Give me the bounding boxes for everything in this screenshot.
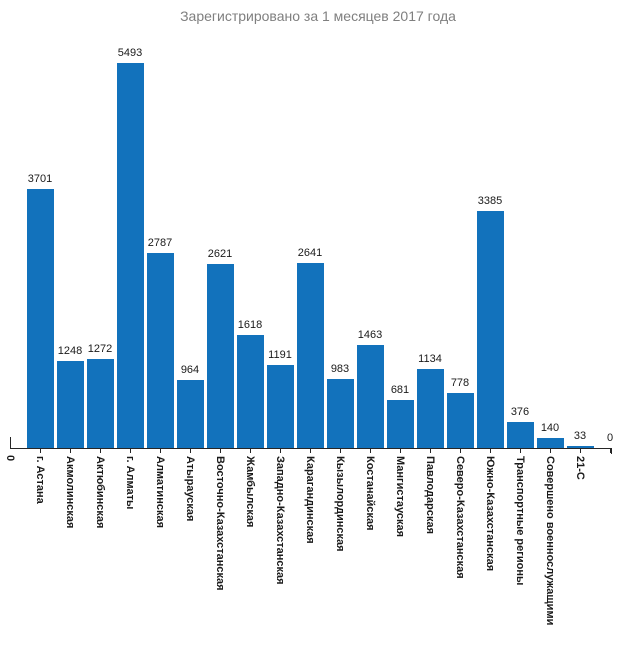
x-axis-category-label: Атырауская <box>184 456 196 522</box>
x-axis-tick <box>550 449 551 453</box>
bar-value-label: 1272 <box>87 343 113 355</box>
x-axis-category-label: Мангистауская <box>394 456 406 538</box>
bar-value-label: 5493 <box>117 47 143 59</box>
x-axis-tick <box>40 449 41 453</box>
x-axis-category-label: 21-С <box>574 456 586 480</box>
bar <box>26 189 54 448</box>
bar-value-label: 376 <box>510 406 530 418</box>
x-axis-tick <box>580 449 581 453</box>
bar <box>326 379 354 448</box>
bar <box>416 369 444 448</box>
bar <box>266 365 294 448</box>
bar-value-label: 1463 <box>357 329 383 341</box>
x-axis-category-label: Алматинская <box>154 456 166 528</box>
x-axis-tick <box>280 449 281 453</box>
x-axis-tick <box>310 449 311 453</box>
bar-value-label: 964 <box>180 364 200 376</box>
bar <box>536 438 564 448</box>
x-axis-tick <box>370 449 371 453</box>
bar-value-label: 1618 <box>237 319 263 331</box>
x-axis-category-label: Костанайская <box>364 456 376 531</box>
x-axis-category-label: Южно-Казахстанская <box>484 456 496 572</box>
x-axis-tick <box>100 449 101 453</box>
x-axis-tick <box>190 449 191 453</box>
chart-title: Зарегистрировано за 1 месяцев 2017 года <box>180 8 456 24</box>
x-axis-tick <box>460 449 461 453</box>
bar-value-label: 1191 <box>268 349 292 361</box>
bar <box>116 63 144 448</box>
x-axis-origin-label: 0 <box>4 455 16 462</box>
bar <box>446 393 474 448</box>
bar <box>386 400 414 448</box>
x-axis-category-label: г. Астана <box>34 456 46 504</box>
bar <box>356 345 384 448</box>
x-axis-tick <box>340 449 341 453</box>
x-axis-tick <box>130 449 131 453</box>
bar-value-label: 2641 <box>297 247 323 259</box>
bar <box>146 253 174 448</box>
x-axis-category-label: Западно-Казахстанская <box>274 456 286 585</box>
bar-value-label: 140 <box>540 422 560 434</box>
x-axis-tick <box>610 449 611 453</box>
bar-value-label: 983 <box>330 363 350 375</box>
bar <box>56 361 84 448</box>
x-axis-category-label: Жамбылская <box>244 456 256 528</box>
bar <box>206 264 234 448</box>
x-axis-tick <box>490 449 491 453</box>
x-axis-category-label: Совершено военнослужащими <box>544 456 556 626</box>
x-axis-category-label: Акмолинская <box>64 456 76 529</box>
x-axis-end-tick <box>611 449 612 454</box>
bar-value-label: 778 <box>450 377 470 389</box>
bar <box>236 335 264 448</box>
bar-value-label: 0 <box>606 432 614 444</box>
bar-value-label: 33 <box>573 430 587 442</box>
bar <box>296 263 324 448</box>
x-axis-category-label: Актюбинская <box>94 456 106 529</box>
bar-value-label: 1248 <box>57 345 83 357</box>
x-axis-tick <box>220 449 221 453</box>
x-axis-category-label: Транспортные регионы <box>514 456 526 586</box>
bar <box>566 446 594 448</box>
x-axis-category-label: Кызылординская <box>334 456 346 552</box>
x-axis-category-label: Северо-Казахстанская <box>454 456 466 579</box>
y-axis-stub <box>10 437 11 448</box>
bar <box>86 359 114 448</box>
x-axis-tick <box>70 449 71 453</box>
bar-value-label: 1134 <box>418 353 442 365</box>
bar <box>506 422 534 448</box>
bar-value-label: 3385 <box>477 195 503 207</box>
x-axis-category-label: Карагандинская <box>304 456 316 544</box>
bar-value-label: 681 <box>390 384 410 396</box>
bar-value-label: 2787 <box>147 237 173 249</box>
x-axis-tick <box>520 449 521 453</box>
x-axis-tick <box>250 449 251 453</box>
x-axis-category-label: Павлодарская <box>424 456 436 535</box>
x-axis-tick <box>430 449 431 453</box>
x-axis-line <box>10 448 612 449</box>
bar <box>476 211 504 448</box>
x-axis-category-label: г. Алматы <box>124 456 136 510</box>
bar <box>176 380 204 448</box>
bar-value-label: 2621 <box>207 248 233 260</box>
x-axis-tick <box>160 449 161 453</box>
bar-value-label: 3701 <box>27 173 53 185</box>
x-axis-category-label: Восточно-Казахстанская <box>214 456 226 591</box>
x-axis-tick <box>400 449 401 453</box>
